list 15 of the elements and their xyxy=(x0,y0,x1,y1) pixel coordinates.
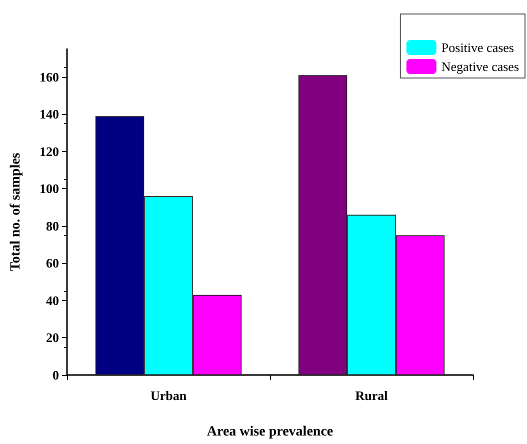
legend-label: Negative cases xyxy=(441,59,520,74)
y-tick-label: 80 xyxy=(46,218,59,234)
x-tick-label: Rural xyxy=(355,388,388,403)
x-axis-title: Area wise prevalence xyxy=(206,424,334,440)
y-tick-label: 40 xyxy=(46,292,59,308)
y-tick-label: 20 xyxy=(46,330,59,346)
x-tick-label: Urban xyxy=(150,388,188,403)
legend-label: Positive cases xyxy=(441,40,514,55)
y-tick-label: 160 xyxy=(40,69,59,84)
y-tick-label: 100 xyxy=(40,181,59,196)
y-tick-label: 0 xyxy=(52,368,59,382)
y-axis-title: Total no. of samples xyxy=(8,152,24,272)
y-tick-label: 140 xyxy=(40,106,59,122)
y-tick-label: 60 xyxy=(46,256,59,271)
y-tick-label: 120 xyxy=(40,144,59,159)
